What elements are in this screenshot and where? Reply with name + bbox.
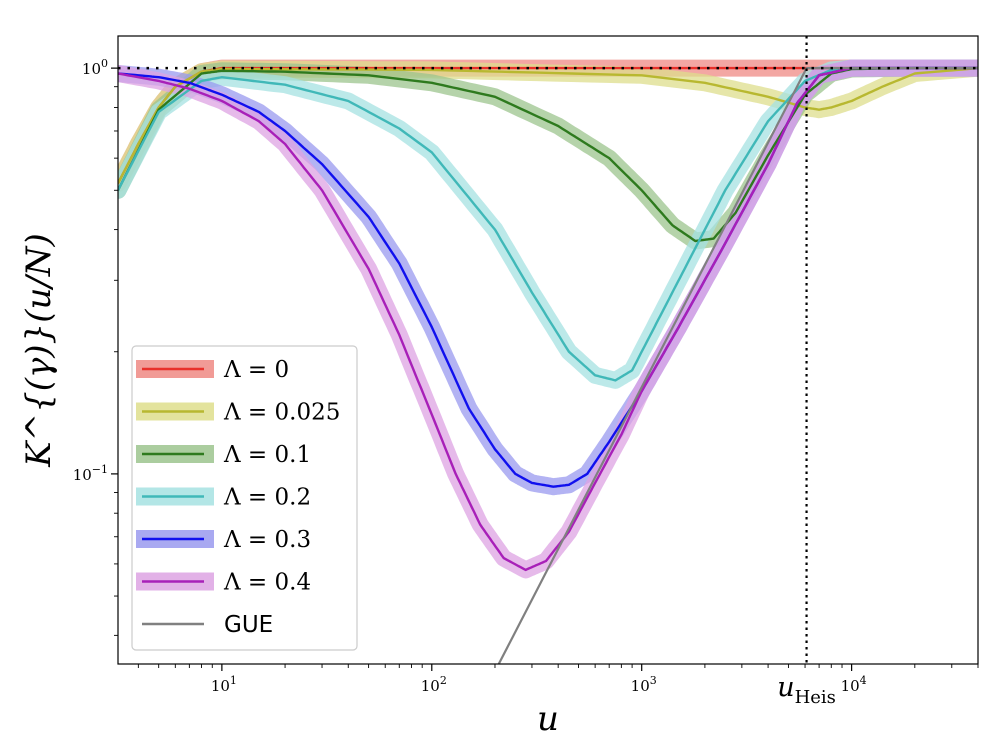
legend-entry: Λ = 0.3 bbox=[136, 527, 311, 553]
series-lines bbox=[118, 66, 978, 664]
x-tick-label: 104 bbox=[841, 674, 867, 695]
y-tick-label: 100 bbox=[82, 57, 108, 78]
axis-ticks bbox=[111, 67, 979, 671]
legend-label: Λ = 0.025 bbox=[223, 400, 340, 426]
x-tick-label: 101 bbox=[211, 674, 237, 695]
line-0.1 bbox=[118, 66, 978, 243]
legend-label: GUE bbox=[224, 612, 273, 638]
y-axis-label: K^{(γ)}(u/N) bbox=[19, 233, 59, 468]
line-0.025 bbox=[118, 66, 978, 184]
legend-entry: Λ = 0.2 bbox=[136, 485, 311, 511]
legend-entry: GUE bbox=[142, 612, 273, 638]
heis-label: uHeis bbox=[777, 672, 836, 708]
legend-entry: Λ = 0.4 bbox=[136, 570, 311, 596]
reference-lines bbox=[118, 36, 978, 664]
legend-label: Λ = 0.2 bbox=[223, 485, 311, 511]
legend: Λ = 0 Λ = 0.025 Λ = 0.1 Λ = 0.2 Λ = 0.3 Λ = 0… bbox=[131, 345, 358, 651]
legend-label: Λ = 0 bbox=[223, 357, 289, 383]
axis-tick-labels: 101 102 103 104 100 10−1 uHeis bbox=[73, 57, 867, 708]
x-tick-label: 103 bbox=[631, 674, 657, 695]
legend-label: Λ = 0.4 bbox=[223, 570, 311, 596]
y-tick-label: 10−1 bbox=[73, 463, 108, 484]
x-tick-label: 102 bbox=[421, 674, 447, 695]
legend-label: Λ = 0.1 bbox=[223, 442, 311, 468]
legend-label: Λ = 0.3 bbox=[223, 527, 311, 553]
legend-entry: Λ = 0 bbox=[136, 357, 289, 383]
plot-frame bbox=[117, 35, 979, 665]
line-0.2 bbox=[118, 66, 978, 382]
line-0.4 bbox=[118, 66, 978, 572]
x-axis-label: u bbox=[537, 699, 559, 739]
legend-entry: Λ = 0.1 bbox=[136, 442, 311, 468]
legend-entry: Λ = 0.025 bbox=[136, 400, 340, 426]
axis-labels: u K^{(γ)}(u/N) bbox=[19, 233, 559, 739]
line-gue bbox=[497, 67, 978, 664]
